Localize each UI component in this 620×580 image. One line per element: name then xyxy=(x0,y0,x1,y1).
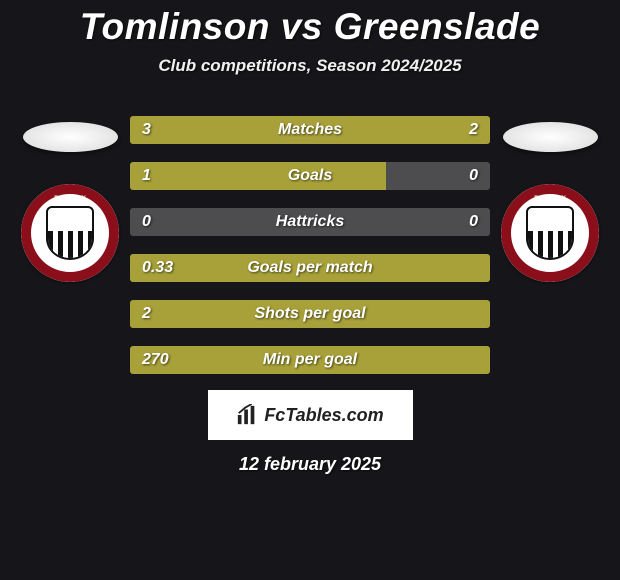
stat-left-value: 0 xyxy=(142,213,151,231)
bar-chart-icon xyxy=(236,404,258,426)
stat-left-value: 1 xyxy=(142,167,151,185)
right-club-badge: BATH CITY xyxy=(501,184,599,282)
left-player-column: BATH CITY xyxy=(10,116,130,282)
stat-label: Hattricks xyxy=(276,213,344,231)
brand-text: FcTables.com xyxy=(264,405,383,426)
right-player-column: BATH CITY xyxy=(490,116,610,282)
stats-column: 3 Matches 2 1 Goals 0 0 Hattricks 0 0.33 Goals per… xyxy=(130,116,490,374)
stat-left-value: 270 xyxy=(142,351,169,369)
subtitle: Club competitions, Season 2024/2025 xyxy=(0,56,620,76)
stat-label: Matches xyxy=(278,121,342,139)
stat-left-value: 3 xyxy=(142,121,151,139)
stat-right-value: 2 xyxy=(469,121,478,139)
page-title: Tomlinson vs Greenslade xyxy=(0,0,620,48)
stat-left-value: 0.33 xyxy=(142,259,173,277)
stat-label: Shots per goal xyxy=(254,305,365,323)
columns: BATH CITY 3 Matches 2 1 Goals 0 0 Hattricks 0 0.3… xyxy=(0,116,620,374)
comparison-card: Tomlinson vs Greenslade Club competition… xyxy=(0,0,620,580)
stat-label: Goals xyxy=(288,167,332,185)
stat-row: 0 Hattricks 0 xyxy=(130,208,490,236)
stat-row: 0.33 Goals per match xyxy=(130,254,490,282)
stat-row: 2 Shots per goal xyxy=(130,300,490,328)
right-player-photo-placeholder xyxy=(503,122,598,152)
stat-right-value: 0 xyxy=(469,213,478,231)
left-club-label: BATH CITY xyxy=(21,196,119,202)
stat-row: 270 Min per goal xyxy=(130,346,490,374)
stat-row: 1 Goals 0 xyxy=(130,162,490,190)
stat-label: Min per goal xyxy=(263,351,357,369)
shield-icon xyxy=(46,206,94,260)
date-text: 12 february 2025 xyxy=(0,454,620,475)
brand-box: FcTables.com xyxy=(208,390,413,440)
right-club-label: BATH CITY xyxy=(501,196,599,202)
left-club-badge: BATH CITY xyxy=(21,184,119,282)
stat-left-value: 2 xyxy=(142,305,151,323)
stat-right-value: 0 xyxy=(469,167,478,185)
left-player-photo-placeholder xyxy=(23,122,118,152)
shield-icon xyxy=(526,206,574,260)
stat-row: 3 Matches 2 xyxy=(130,116,490,144)
stat-label: Goals per match xyxy=(247,259,372,277)
